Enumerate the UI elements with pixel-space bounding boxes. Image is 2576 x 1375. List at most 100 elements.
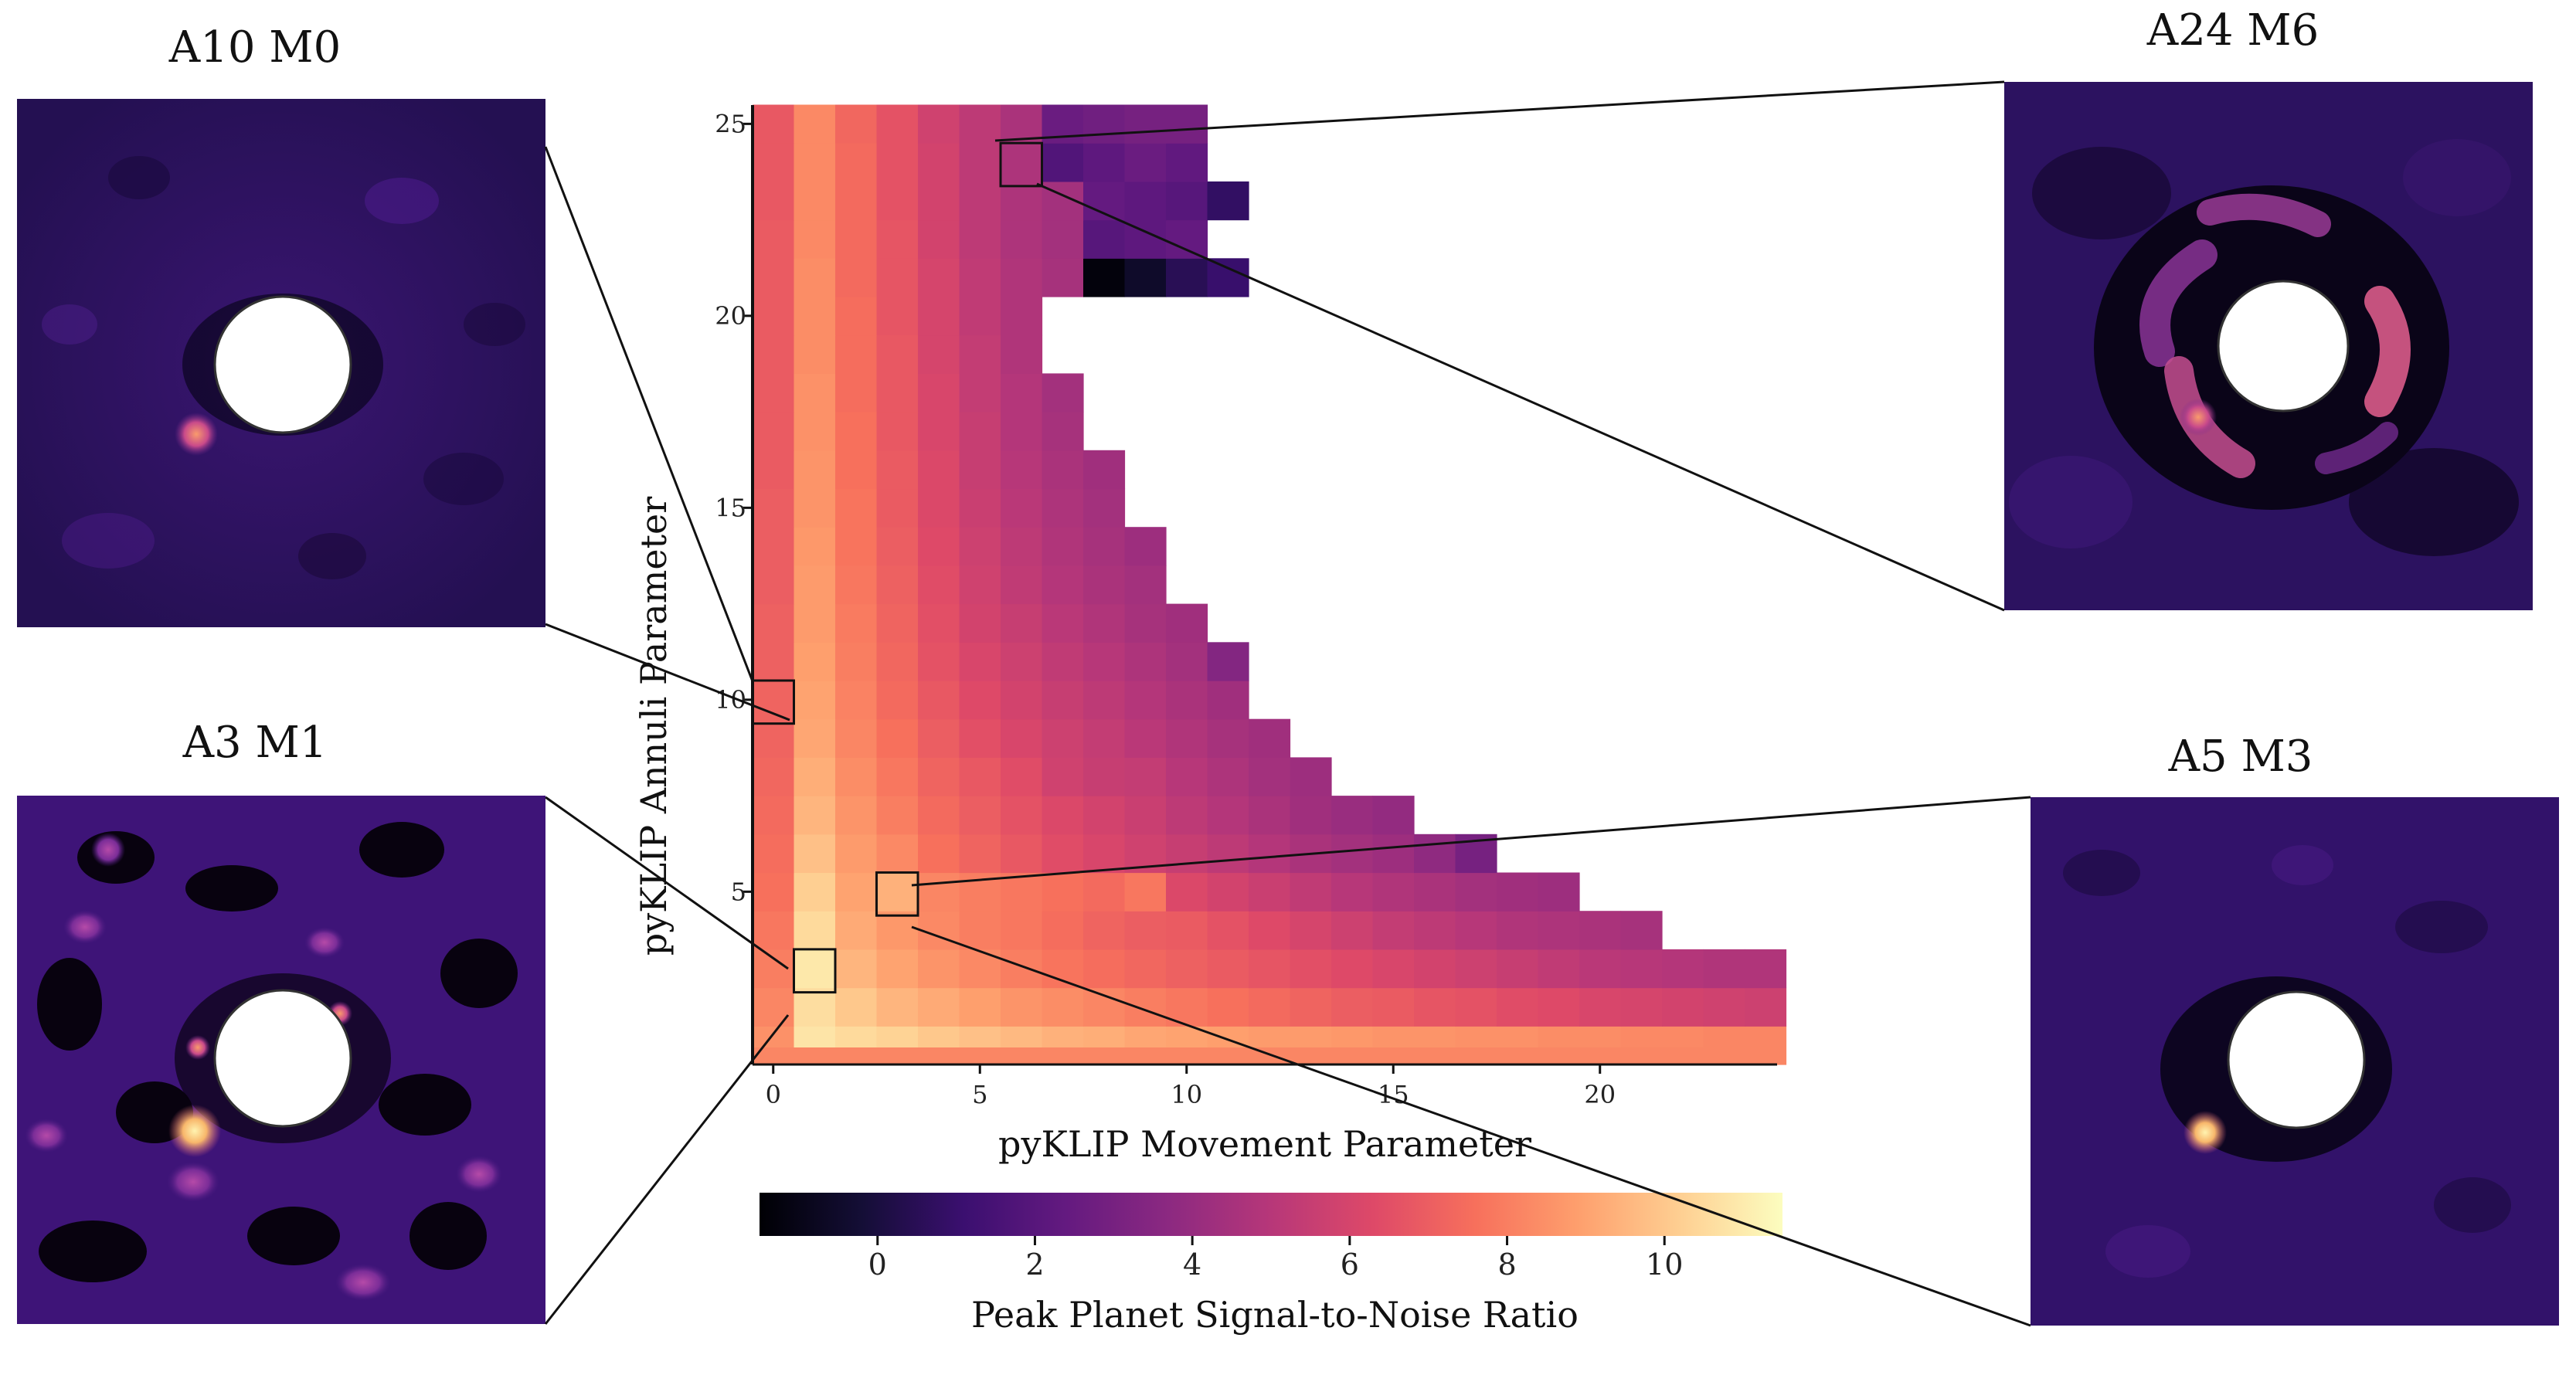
heatmap-cell <box>1001 373 1043 413</box>
heatmap-cell <box>1372 987 1415 1027</box>
heatmap-cell <box>753 642 795 681</box>
heatmap-cell <box>1001 796 1043 835</box>
heatmap-cell <box>1207 833 1249 874</box>
heatmap-cell <box>1083 642 1126 681</box>
heatmap-cell <box>835 450 878 490</box>
colorbar-label: Peak Planet Signal-to-Noise Ratio <box>971 1294 1579 1336</box>
heatmap-cell <box>1001 297 1043 336</box>
heatmap-cell <box>1207 681 1249 720</box>
heatmap-cell <box>1207 949 1249 989</box>
heatmap-cell <box>876 527 919 566</box>
heatmap-cell <box>1331 872 1374 912</box>
heatmap-cell <box>918 488 960 528</box>
heatmap-cell <box>876 642 919 681</box>
heatmap-cell <box>1166 219 1208 259</box>
heatmap-cell <box>794 718 836 758</box>
heatmap-cell <box>959 911 1001 950</box>
heatmap-cell <box>1414 872 1456 912</box>
heatmap-cell <box>1083 872 1126 912</box>
heatmap-cell <box>1455 872 1497 912</box>
heatmap-cell <box>918 757 960 796</box>
heatmap-cell <box>1455 949 1497 989</box>
panel-title-a10m0: A10 M0 <box>168 22 341 73</box>
heatmap-cell <box>1083 488 1126 528</box>
heatmap-cell <box>1249 833 1291 874</box>
y-axis-label: pyKLIP Annuli Parameter <box>633 497 675 956</box>
heatmap-cell <box>835 488 878 528</box>
heatmap-cell <box>1207 987 1249 1027</box>
noise-texture <box>2063 845 2511 1278</box>
heatmap-cell <box>794 334 836 374</box>
heatmap-cell <box>794 872 836 912</box>
heatmap-cell <box>876 450 919 490</box>
heatmap-cell <box>1372 872 1415 912</box>
heatmap-cell <box>959 603 1001 643</box>
heatmap-cell <box>959 642 1001 681</box>
heatmap-cell <box>959 412 1001 451</box>
heatmap-cell <box>835 718 878 758</box>
colorbar-tick-label: 0 <box>868 1248 887 1282</box>
heatmap-cell <box>753 757 795 796</box>
heatmap-cell <box>1166 181 1208 221</box>
heatmap-cell <box>753 412 795 451</box>
heatmap-cell <box>794 219 836 259</box>
heatmap-cell <box>1001 949 1043 989</box>
heatmap-cell <box>1414 833 1456 874</box>
heatmap-cell <box>1249 796 1291 835</box>
heatmap-cell <box>959 718 1001 758</box>
heatmap-cell <box>959 488 1001 528</box>
heatmap-cell <box>1083 949 1126 989</box>
heatmap-cell <box>876 412 919 451</box>
heatmap-cell <box>1331 949 1374 989</box>
heatmap-cell <box>1083 565 1126 605</box>
heatmap-cell <box>1001 718 1043 758</box>
heatmap-cell <box>1001 757 1043 796</box>
heatmap-cell <box>1166 603 1208 643</box>
heatmap-cell <box>1042 565 1084 605</box>
heatmap-cell <box>753 104 795 144</box>
heatmap-cell <box>753 334 795 374</box>
heatmap-cell <box>1538 872 1580 912</box>
heatmap-cell <box>835 603 878 643</box>
heatmap-cell <box>1662 949 1704 989</box>
heatmap-cell <box>1001 681 1043 720</box>
heatmap-cell <box>1290 987 1332 1027</box>
heatmap-cell <box>835 219 878 259</box>
heatmap-cell <box>1249 872 1291 912</box>
heatmap-cell <box>1497 911 1539 950</box>
heatmap-cell <box>1083 911 1126 950</box>
heatmap-cell <box>876 757 919 796</box>
colorbar-tick-label: 2 <box>1025 1248 1044 1282</box>
heatmap-cell <box>835 412 878 451</box>
heatmap-cell <box>794 373 836 413</box>
heatmap-cell <box>835 987 878 1027</box>
heatmap-cell <box>918 642 960 681</box>
heatmap-cell <box>1620 987 1663 1027</box>
heatmap-cell <box>835 833 878 874</box>
heatmap-cell <box>753 450 795 490</box>
heatmap-cell <box>959 181 1001 221</box>
heatmap-cell <box>753 527 795 566</box>
heatmap-cell <box>1001 911 1043 950</box>
panel-title-a3m1: A3 M1 <box>182 718 328 768</box>
heatmap-cell <box>794 258 836 297</box>
heatmap-cell <box>1207 872 1249 912</box>
heatmap-cell <box>959 757 1001 796</box>
heatmap-cell <box>1083 450 1126 490</box>
heatmap-cell <box>1083 757 1126 796</box>
heatmap-cell <box>1001 181 1043 221</box>
panel-title-a24m6: A24 M6 <box>2146 5 2319 56</box>
heatmap-cell <box>1372 796 1415 835</box>
heatmap-cell <box>753 949 795 989</box>
heatmap-cell <box>1124 104 1167 144</box>
heatmap-cell <box>918 334 960 374</box>
heatmap-cell <box>1166 911 1208 950</box>
heatmap-cell <box>1455 987 1497 1027</box>
heatmap-cell <box>1083 796 1126 835</box>
heatmap-cell <box>753 911 795 950</box>
heatmap-cell <box>1745 949 1787 989</box>
heatmap-cell <box>918 949 960 989</box>
heatmap-cell <box>1703 987 1745 1027</box>
heatmap-cell <box>1001 219 1043 259</box>
